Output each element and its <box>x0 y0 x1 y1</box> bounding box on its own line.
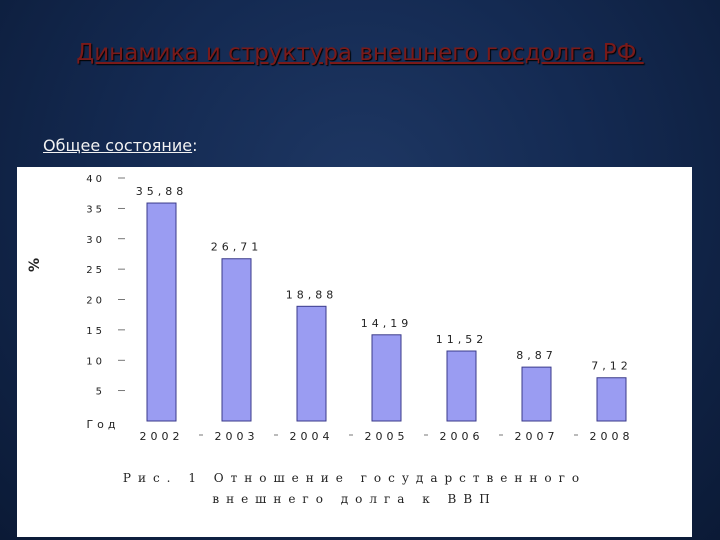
category-label-2006: 2006 <box>440 430 484 443</box>
category-labels-group: 2002 2003 2004 2005 2006 2007 2008 <box>140 430 634 443</box>
y-axis-ticks: 40 35 30 25 20 15 10 5 <box>86 174 125 398</box>
bar-2004 <box>296 305 327 422</box>
y-tick-label: 15 <box>86 326 105 337</box>
bar-2003 <box>221 258 252 422</box>
x-axis-label: Год <box>86 418 119 431</box>
subtitle-text: Общее состояние <box>43 136 193 155</box>
y-tick-label: 25 <box>86 265 105 276</box>
debt-gdp-bar-chart: % Год 40 35 30 25 20 15 10 5 35,88 26,71 18,88 14,… <box>27 174 634 443</box>
figure-caption-line1: Рис. 1 Отношение государственного <box>122 471 587 485</box>
value-label-2005: 14,19 <box>361 317 413 330</box>
subtitle-colon: : <box>192 136 198 155</box>
value-label-2003: 26,71 <box>211 241 263 254</box>
figure-caption-line2: внешнего долга к ВВП <box>212 492 497 506</box>
y-tick-label: 35 <box>86 204 105 215</box>
category-label-2007: 2007 <box>515 430 559 443</box>
y-tick-label: 10 <box>86 356 105 367</box>
y-axis-label: % <box>27 258 43 272</box>
category-label-2004: 2004 <box>290 430 334 443</box>
value-label-2006: 11,52 <box>436 333 488 346</box>
y-tick-label: 30 <box>86 235 105 246</box>
bar-2008 <box>596 377 627 422</box>
value-label-2007: 8,87 <box>516 349 557 362</box>
slide-subtitle: Общее состояние: <box>43 136 198 155</box>
value-labels-group: 35,88 26,71 18,88 14,19 11,52 8,87 7,12 <box>136 185 632 373</box>
chart-panel: % Год 40 35 30 25 20 15 10 5 35,88 26,71 18,88 14,… <box>17 167 692 537</box>
category-label-2005: 2005 <box>365 430 409 443</box>
y-tick-label: 40 <box>86 174 105 185</box>
bar-2007 <box>521 366 552 422</box>
bar-2005 <box>371 334 402 422</box>
category-label-2008: 2008 <box>590 430 634 443</box>
value-label-2004: 18,88 <box>286 288 338 301</box>
category-label-2002: 2002 <box>140 430 184 443</box>
value-label-2008: 7,12 <box>591 360 632 373</box>
value-label-2002: 35,88 <box>136 185 188 198</box>
bar-2006 <box>446 350 477 422</box>
bar-2002 <box>146 202 177 422</box>
y-tick-label: 20 <box>86 296 105 307</box>
category-label-2003: 2003 <box>215 430 259 443</box>
slide-title: Динамика и структура внешнего госдолга Р… <box>76 40 644 66</box>
bars-group <box>146 202 627 422</box>
y-tick-label: 5 <box>96 387 105 398</box>
